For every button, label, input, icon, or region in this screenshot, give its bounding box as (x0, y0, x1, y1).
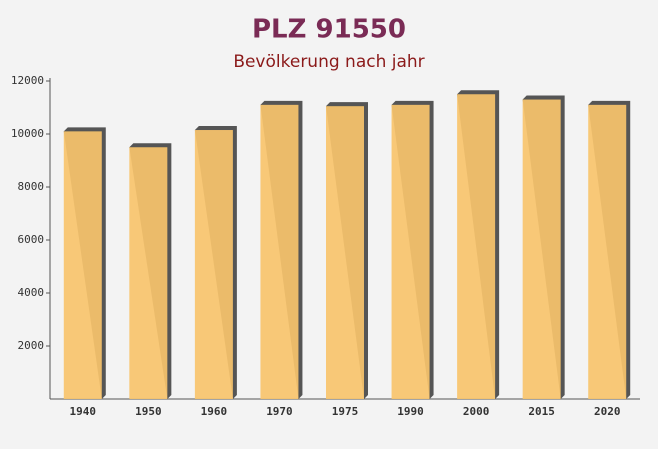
y-tick-label: 10000 (11, 127, 44, 140)
bar (194, 130, 233, 399)
y-tick-label: 8000 (18, 180, 45, 193)
bar (522, 99, 561, 400)
bar (326, 106, 364, 400)
x-tick-label: 1940 (70, 405, 97, 418)
bar (63, 131, 102, 399)
bar (129, 147, 168, 399)
bar (391, 104, 430, 399)
bar (457, 94, 496, 399)
chart-subtitle: Bevölkerung nach jahr (233, 52, 424, 72)
bar (260, 104, 299, 399)
chart-title: PLZ 91550 (252, 15, 406, 45)
x-tick-label: 1990 (397, 405, 424, 418)
x-tick-label: 1970 (266, 405, 293, 418)
y-tick-label: 4000 (18, 286, 45, 299)
x-tick-label: 1960 (201, 405, 228, 418)
bar (588, 104, 627, 399)
x-tick-label: 2000 (463, 405, 490, 418)
x-tick-label: 1950 (135, 405, 162, 418)
y-tick-label: 2000 (18, 339, 45, 352)
y-tick-label: 12000 (11, 74, 44, 87)
y-tick-label: 6000 (18, 233, 45, 246)
x-tick-label: 2015 (528, 405, 555, 418)
x-tick-label: 2020 (594, 405, 621, 418)
x-tick-label: 1975 (332, 405, 359, 418)
